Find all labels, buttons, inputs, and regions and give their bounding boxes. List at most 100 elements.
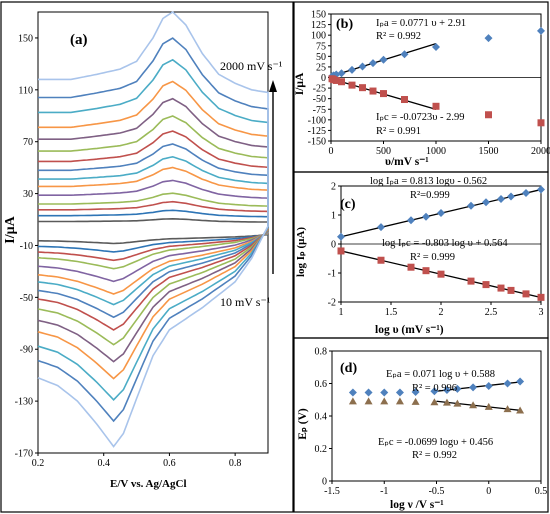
panel-b-point-s0 bbox=[337, 69, 346, 78]
panel-c-y-tick-label: 2 bbox=[331, 182, 336, 193]
panel-c-xlabel: log υ (mV s⁻¹) bbox=[375, 324, 444, 336]
panel-a-scan-arrowhead bbox=[269, 80, 277, 92]
panel-a-ylabel: I/μA bbox=[3, 215, 18, 243]
panel-b-point-s0 bbox=[348, 65, 356, 74]
panel-c-r2-cathodic: R² = 0.999 bbox=[410, 252, 455, 263]
panel-b-y-tick-label: 100 bbox=[311, 31, 326, 42]
panel-d-point-s0 bbox=[503, 379, 512, 388]
panel-b-y-tick-label: 0 bbox=[321, 73, 326, 84]
panel-c-x-tick-label: 1.5 bbox=[385, 307, 398, 318]
panel-d: -1.5 -1 -0.5 0 0.5 0 0.2 0.4 0.6 0.8 (d) Eₚa = 0.… bbox=[297, 347, 547, 512]
panel-d-point-s0 bbox=[453, 384, 462, 393]
panel-d-marks bbox=[348, 377, 525, 414]
panel-d-xlabel: log ν /V s⁻¹ bbox=[390, 499, 444, 511]
panel-b-x-tick-label: 500 bbox=[376, 146, 391, 157]
panel-a-y-tick-label: -90 bbox=[20, 345, 33, 356]
panel-b-y-tick-label: 150 bbox=[311, 10, 326, 21]
panel-d-point-s1 bbox=[411, 397, 420, 405]
panel-c-y-tick-label: 0 bbox=[331, 240, 336, 251]
panel-c-point-s0 bbox=[522, 188, 530, 197]
panel-d-point-s0 bbox=[348, 388, 357, 397]
panel-d-point-s0 bbox=[380, 388, 389, 397]
panel-c-point-s1 bbox=[507, 286, 515, 294]
cv-curve-0 bbox=[38, 217, 269, 245]
panel-c-x-tick-label: 2 bbox=[439, 307, 444, 318]
panel-b-x-tick-label: 2000 bbox=[531, 146, 550, 157]
panel-d-point-s0 bbox=[411, 387, 420, 396]
panel-d-point-s1 bbox=[484, 402, 493, 410]
panel-a-y-tick-label: 70 bbox=[23, 137, 33, 148]
panel-a-y-tick-label: 150 bbox=[18, 33, 33, 44]
panel-b-point-s1 bbox=[485, 111, 492, 119]
panel-d-point-s1 bbox=[453, 399, 462, 407]
panel-c-point-s0 bbox=[467, 201, 475, 210]
cv-curve-7 bbox=[37, 143, 269, 319]
panel-a-frame bbox=[0, 1, 294, 513]
panel-d-eq-cathodic: Eₚc = -0.0699 logυ + 0.456 bbox=[378, 437, 493, 448]
panel-d-y-tick-label: 0.8 bbox=[315, 347, 328, 358]
panel-c-y-tick-label: 1 bbox=[331, 211, 336, 222]
cv-curve-12 bbox=[37, 58, 269, 401]
panel-d-point-s0 bbox=[516, 377, 525, 386]
panel-b-point-s1 bbox=[432, 102, 440, 110]
panel-d-point-s1 bbox=[516, 406, 525, 414]
cv-curve-14 bbox=[37, 10, 269, 448]
panel-b-marks bbox=[328, 26, 545, 127]
panel-a-label: (a) bbox=[70, 32, 88, 48]
panel-d-r2-cathodic: R² = 0.992 bbox=[412, 450, 457, 461]
panel-b-point-s1 bbox=[537, 119, 545, 127]
panel-d-r2-anodic: R² = 0.996 bbox=[412, 383, 457, 394]
panel-b-point-s1 bbox=[332, 76, 340, 84]
panel-b-point-s0 bbox=[400, 50, 409, 59]
panel-b-point-s1 bbox=[380, 90, 387, 98]
panel-c-x-tick-label: 1 bbox=[339, 307, 344, 318]
panel-b-x-tick-label: 1000 bbox=[426, 146, 446, 157]
panel-a-axes: 0.2 0.4 0.6 0.8 -170 -130 -90 -50 -10 30 70 110 150 bbox=[15, 33, 242, 469]
cv-curve-4 bbox=[37, 179, 269, 283]
panel-a-annotation-bottom: 10 mV s⁻¹ bbox=[220, 295, 271, 309]
panel-c-point-s0 bbox=[537, 185, 545, 194]
panel-b-label: (b) bbox=[336, 17, 353, 32]
panel-b-y-tick-label: -100 bbox=[308, 115, 326, 126]
panel-b-point-s0 bbox=[537, 26, 545, 35]
panel-a-y-tick-label: 30 bbox=[23, 189, 33, 200]
panel-d-point-s0 bbox=[364, 388, 373, 397]
panel-b-point-s0 bbox=[369, 59, 377, 68]
panel-b-x-tick-label: 0 bbox=[329, 146, 334, 157]
panel-c-marks bbox=[337, 185, 545, 301]
panel-d-frame bbox=[293, 337, 549, 513]
panel-c-point-s1 bbox=[377, 256, 385, 264]
panel-d-point-s1 bbox=[430, 398, 439, 406]
panel-c-point-s1 bbox=[537, 293, 545, 301]
panel-c-point-s1 bbox=[437, 270, 445, 278]
panel-d-y-tick-label: 0.6 bbox=[315, 379, 328, 390]
panel-b-point-s0 bbox=[432, 43, 440, 52]
panel-c-eq-anodic: log Iₚa = 0.813 logυ - 0.562 bbox=[370, 176, 487, 187]
panel-b-y-tick-label: -75 bbox=[313, 105, 326, 116]
panel-c-x-tick-label: 2.5 bbox=[485, 307, 498, 318]
panel-b-point-s0 bbox=[379, 55, 388, 64]
panel-a-x-tick-label: 0.2 bbox=[32, 458, 45, 469]
panel-a-x-tick-label: 0.6 bbox=[163, 458, 176, 469]
panel-c-point-s1 bbox=[482, 281, 490, 289]
panel-c-point-s0 bbox=[437, 208, 445, 217]
panel-d-point-s0 bbox=[484, 381, 493, 390]
panel-a-y-tick-label: -50 bbox=[20, 293, 33, 304]
panel-b-point-s0 bbox=[358, 62, 367, 71]
panel-b-y-tick-label: -150 bbox=[308, 137, 326, 148]
panel-a-x-tick-label: 0.8 bbox=[229, 458, 242, 469]
panel-a-y-tick-label: -130 bbox=[15, 397, 33, 408]
panel-c-x-tick-label: 3 bbox=[539, 307, 544, 318]
panel-b-r2-cathodic: R² = 0.991 bbox=[376, 126, 421, 137]
panel-b-y-tick-label: 25 bbox=[316, 62, 326, 73]
panel-c-point-s1 bbox=[522, 290, 530, 298]
panel-d-point-s1 bbox=[348, 397, 357, 405]
panel-b: 0 500 1000 1500 2000-150-125-100-75-50-25025… bbox=[294, 10, 550, 169]
panel-b-ylabel: I/μA bbox=[294, 72, 306, 95]
panel-c-r2-anodic: R²=0.999 bbox=[410, 190, 450, 201]
panel-c-eq-cathodic: log Iₚc = -0.803 log υ + 0.564 bbox=[382, 238, 508, 249]
panel-b-x-tick-label: 1500 bbox=[479, 146, 499, 157]
cv-curve-2 bbox=[37, 200, 269, 262]
panel-b-point-s1 bbox=[369, 87, 377, 95]
